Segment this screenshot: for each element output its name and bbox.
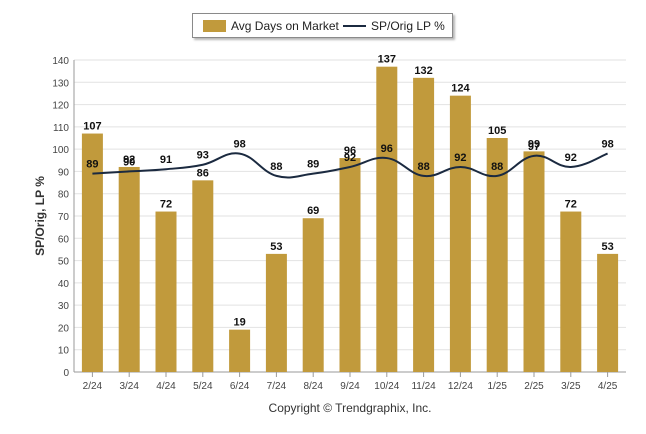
- y-tick-label: 130: [52, 78, 69, 89]
- x-tick-label: 6/24: [230, 381, 250, 392]
- bar-value-label: 124: [451, 83, 470, 95]
- legend-line-label: SP/Orig LP %: [371, 19, 445, 33]
- bar: [302, 218, 324, 372]
- x-tick-label: 11/24: [411, 381, 436, 392]
- bar: [486, 138, 508, 372]
- y-tick-label: 110: [53, 123, 69, 134]
- x-tick-label: 3/24: [119, 381, 139, 392]
- y-tick-label: 10: [58, 346, 70, 357]
- bar-value-label: 137: [378, 54, 396, 66]
- bar: [192, 180, 214, 372]
- line-value-label: 89: [307, 159, 319, 171]
- y-tick-label: 90: [58, 167, 70, 178]
- x-tick-label: 12/24: [448, 381, 473, 392]
- bar: [155, 211, 177, 372]
- y-tick-label: 20: [58, 323, 70, 334]
- y-axis-label: SP/Orig, LP %: [33, 176, 47, 256]
- x-tick-label: 7/24: [267, 381, 287, 392]
- bar-value-label: 107: [83, 121, 101, 133]
- bar: [597, 253, 619, 372]
- bar: [339, 158, 361, 372]
- x-tick-label: 9/24: [340, 381, 360, 392]
- line-value-label: 92: [344, 152, 356, 164]
- x-tick-label: 1/25: [487, 381, 507, 392]
- line-value-label: 92: [565, 152, 577, 164]
- legend-item-bars: Avg Days on Market: [203, 19, 339, 33]
- bar: [413, 77, 435, 372]
- x-tick-label: 5/24: [193, 381, 213, 392]
- y-tick-label: 80: [58, 190, 70, 201]
- y-tick-label: 140: [52, 56, 69, 67]
- line-value-label: 89: [86, 159, 98, 171]
- line-value-label: 90: [123, 156, 135, 168]
- bar-value-label: 99: [528, 138, 540, 150]
- chart-legend: Avg Days on Market SP/Orig LP %: [192, 13, 453, 38]
- x-tick-label: 4/24: [156, 381, 176, 392]
- bar-value-label: 86: [197, 167, 209, 179]
- x-tick-label: 10/24: [374, 381, 399, 392]
- bar-value-label: 72: [160, 199, 172, 211]
- bar: [118, 166, 140, 372]
- bar: [265, 253, 287, 372]
- bar-value-label: 19: [233, 317, 245, 329]
- bar-value-label: 72: [565, 199, 577, 211]
- line-value-label: 98: [601, 139, 613, 151]
- x-tick-label: 4/25: [598, 381, 618, 392]
- line-value-label: 98: [233, 139, 245, 151]
- bar-value-label: 92: [123, 154, 135, 166]
- x-tick-label: 8/24: [303, 381, 323, 392]
- legend-bar-swatch: [203, 20, 226, 32]
- line-value-label: 96: [381, 143, 393, 155]
- y-tick-label: 30: [58, 301, 70, 312]
- bar: [449, 95, 471, 373]
- y-tick-label: 40: [58, 279, 70, 290]
- line-value-label: 88: [270, 161, 282, 173]
- line-value-label: 92: [454, 152, 466, 164]
- bar-value-label: 69: [307, 205, 319, 217]
- x-tick-label: 3/25: [561, 381, 581, 392]
- bar: [560, 211, 582, 372]
- line-value-label: 91: [160, 154, 172, 166]
- bar-value-label: 53: [601, 241, 613, 253]
- legend-line-swatch: [343, 25, 366, 27]
- legend-item-line: SP/Orig LP %: [343, 19, 445, 33]
- y-tick-label: 0: [63, 368, 69, 379]
- copyright-text: Copyright © Trendgraphix, Inc.: [268, 401, 432, 415]
- line-series: [92, 152, 608, 179]
- y-tick-label: 120: [52, 101, 69, 112]
- y-tick-label: 100: [52, 145, 69, 156]
- bar-value-label: 132: [414, 65, 432, 77]
- y-tick-label: 60: [58, 234, 70, 245]
- bar: [81, 133, 103, 372]
- line-value-label: 88: [417, 161, 429, 173]
- bar-value-label: 105: [488, 125, 506, 137]
- bar-value-label: 96: [344, 145, 356, 157]
- y-tick-label: 70: [58, 212, 70, 223]
- line-value-label: 88: [491, 161, 503, 173]
- bar: [523, 151, 545, 372]
- bar-value-label: 53: [270, 241, 282, 253]
- y-tick-label: 50: [58, 257, 70, 268]
- x-tick-label: 2/24: [83, 381, 103, 392]
- bar: [229, 329, 251, 372]
- line-value-label: 97: [528, 141, 540, 153]
- bar: [376, 66, 398, 372]
- line-value-label: 93: [197, 150, 209, 162]
- legend-bar-label: Avg Days on Market: [231, 19, 339, 33]
- x-tick-label: 2/25: [524, 381, 544, 392]
